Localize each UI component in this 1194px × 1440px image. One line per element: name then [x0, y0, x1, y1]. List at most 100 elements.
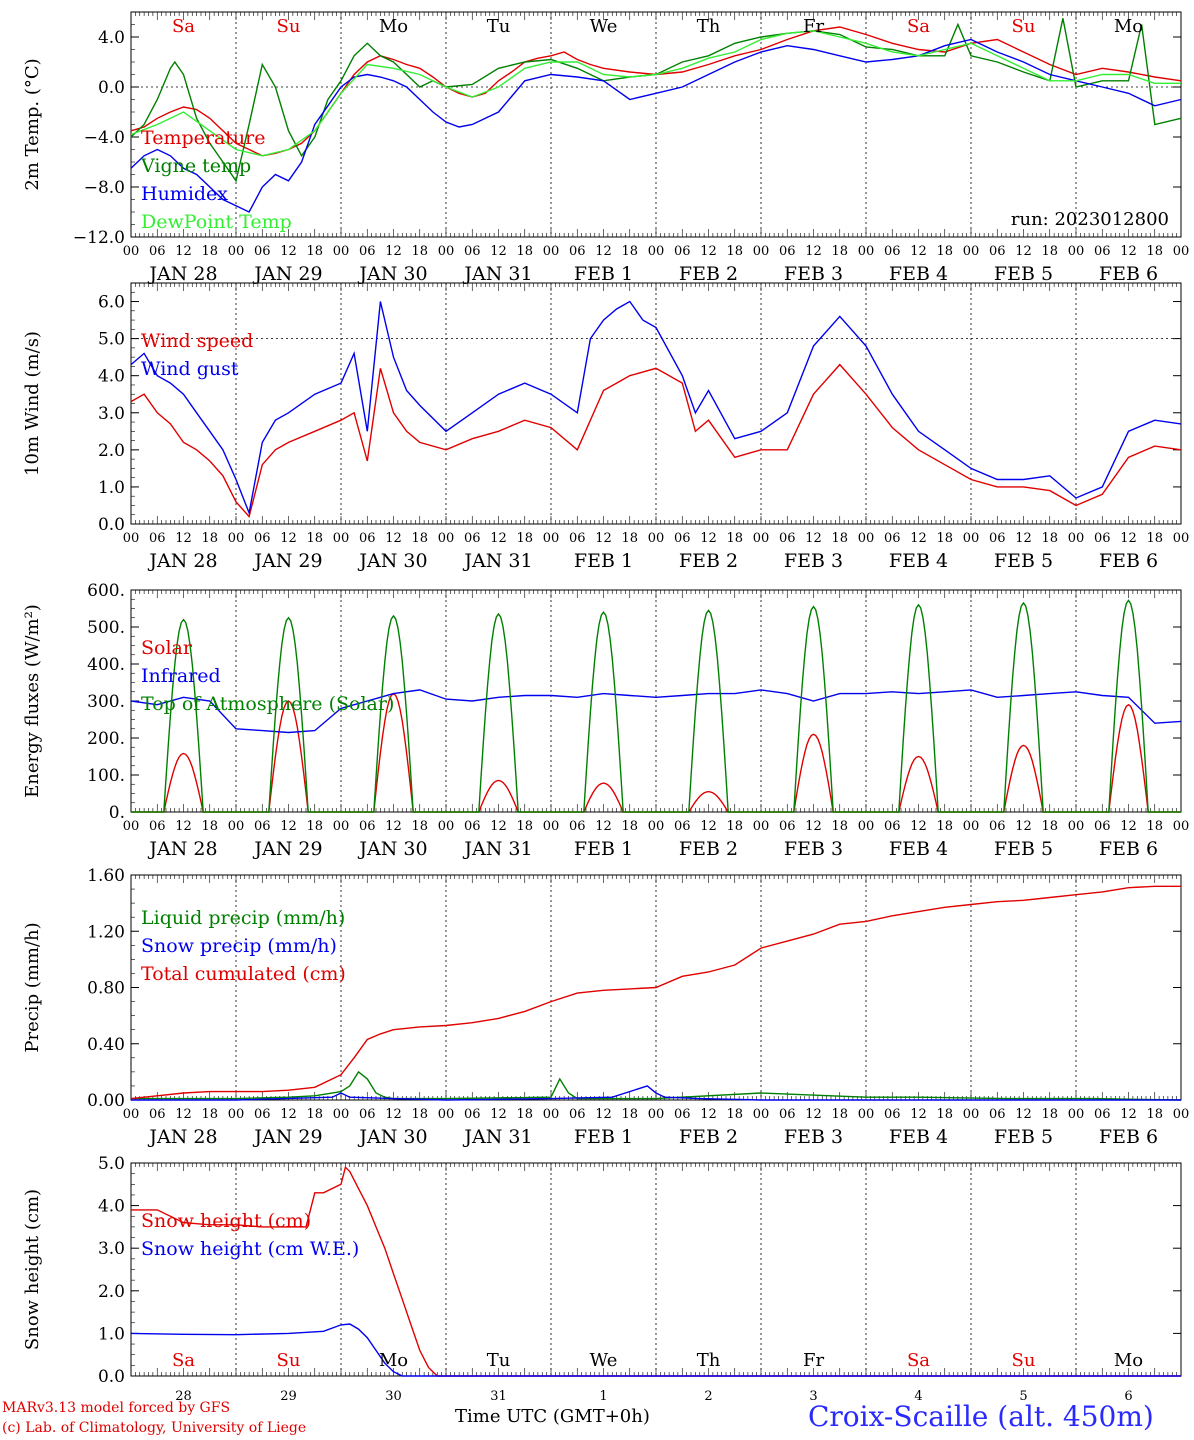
legend-entry: Temperature: [141, 127, 265, 149]
day-name: Th: [697, 16, 721, 37]
x-date-label: FEB 1: [574, 263, 633, 285]
x-hour-label: 06: [254, 1107, 271, 1122]
x-hour-label: 12: [805, 531, 822, 546]
x-date-label: JAN 28: [147, 550, 217, 572]
y-axis-label: Snow height (cm): [22, 1189, 43, 1350]
x-hour-label: 18: [831, 531, 848, 546]
x-hour-label: 00: [648, 531, 665, 546]
x-hour-label: 12: [385, 244, 402, 259]
x-hour-label: 06: [989, 819, 1006, 834]
legend-entry: DewPoint Temp: [141, 211, 292, 233]
x-hour-label: 00: [753, 1107, 770, 1122]
y-tick-label: 3.0: [98, 404, 125, 424]
x-hour-label: 06: [464, 531, 481, 546]
x-hour-label: 00: [753, 531, 770, 546]
x-hour-label: 12: [595, 819, 612, 834]
x-hour-label: 12: [805, 244, 822, 259]
y-tick-label: −4.0: [84, 128, 125, 148]
x-date-label: JAN 30: [357, 263, 427, 285]
day-name: Sa: [172, 1350, 195, 1371]
x-hour-label: 00: [1173, 244, 1190, 259]
x-hour-label: 00: [333, 819, 350, 834]
x-hour-label: 00: [963, 531, 980, 546]
x-date-label: FEB 6: [1099, 838, 1158, 860]
x-date-label: FEB 2: [679, 263, 738, 285]
x-axis-title: Time UTC (GMT+0h): [455, 1406, 650, 1427]
x-hour-label: 12: [490, 819, 507, 834]
x-date-label: FEB 2: [679, 550, 738, 572]
x-hour-label: 12: [175, 531, 192, 546]
x-hour-label: 00: [648, 1107, 665, 1122]
day-name: Sa: [907, 1350, 930, 1371]
y-tick-label: 5.0: [98, 330, 125, 350]
x-hour-label: 00: [333, 244, 350, 259]
x-hour-label: 18: [621, 531, 638, 546]
x-hour-label: 18: [726, 244, 743, 259]
x-date-label: JAN 30: [357, 838, 427, 860]
x-hour-label: 00: [228, 1107, 245, 1122]
x-hour-label: 06: [569, 1107, 586, 1122]
model-credit: MARv3.13 model forced by GFS: [2, 1400, 231, 1416]
panel-5: 0.0 1.0 2.0 3.0 4.0 5.0 Snow height (cm) Snow h…: [22, 1154, 1182, 1400]
legend-entry: Vigne temp: [140, 155, 251, 177]
x-hour-label: 18: [306, 1107, 323, 1122]
x-hour-label: 06: [254, 819, 271, 834]
y-tick-label: 0.40: [87, 1035, 125, 1055]
x-hour-label: 00: [228, 244, 245, 259]
x-hour-label: 12: [700, 1107, 717, 1122]
x-day-number: 3: [809, 1389, 817, 1400]
x-hour-label: 18: [621, 819, 638, 834]
x-hour-label: 00: [1173, 819, 1190, 834]
y-tick-label: 400.: [87, 655, 125, 675]
day-name: We: [590, 1350, 618, 1371]
x-hour-label: 00: [1068, 244, 1085, 259]
legend-entry: Total cumulated (cm): [141, 963, 346, 985]
x-hour-label: 06: [674, 244, 691, 259]
day-name: Sa: [907, 16, 930, 37]
day-name: Fr: [803, 1350, 824, 1371]
x-hour-label: 06: [359, 244, 376, 259]
x-hour-label: 00: [438, 244, 455, 259]
x-day-number: 4: [914, 1389, 922, 1400]
legend-entry: Snow precip (mm/h): [141, 935, 337, 957]
y-tick-label: 2.0: [98, 1282, 125, 1302]
x-hour-label: 12: [385, 1107, 402, 1122]
y-tick-label: 0.: [109, 803, 125, 823]
day-name: Mo: [379, 1350, 408, 1371]
x-date-label: JAN 31: [462, 550, 532, 572]
x-hour-label: 18: [936, 1107, 953, 1122]
day-name: Su: [1012, 16, 1036, 37]
x-hour-label: 06: [149, 531, 166, 546]
x-hour-label: 12: [175, 819, 192, 834]
x-hour-label: 12: [1120, 1107, 1137, 1122]
x-hour-label: 00: [963, 819, 980, 834]
x-hour-label: 06: [359, 819, 376, 834]
x-date-label: FEB 2: [679, 838, 738, 860]
y-tick-label: 1.60: [87, 866, 125, 886]
x-hour-label: 12: [280, 531, 297, 546]
run-label: run: 2023012800: [1011, 209, 1169, 230]
x-hour-label: 00: [1173, 1107, 1190, 1122]
x-hour-label: 12: [1120, 244, 1137, 259]
x-hour-label: 12: [280, 819, 297, 834]
x-hour-label: 18: [516, 244, 533, 259]
x-date-label: FEB 4: [889, 838, 948, 860]
series-line: [130, 26, 1182, 157]
x-hour-label: 18: [201, 531, 218, 546]
x-hour-label: 00: [543, 819, 560, 834]
x-date-label: JAN 31: [462, 838, 532, 860]
x-date-label: JAN 31: [462, 1126, 532, 1148]
x-hour-label: 06: [149, 244, 166, 259]
x-hour-label: 18: [516, 819, 533, 834]
series-line: [131, 599, 1181, 813]
series-line: [130, 689, 1182, 734]
series-line: [130, 363, 1182, 519]
x-hour-label: 18: [936, 244, 953, 259]
x-hour-label: 12: [490, 244, 507, 259]
x-hour-label: 12: [700, 531, 717, 546]
x-hour-label: 00: [543, 244, 560, 259]
x-hour-label: 00: [963, 244, 980, 259]
x-hour-label: 06: [989, 1107, 1006, 1122]
x-date-label: JAN 29: [252, 1126, 322, 1148]
x-date-label: FEB 3: [784, 838, 843, 860]
